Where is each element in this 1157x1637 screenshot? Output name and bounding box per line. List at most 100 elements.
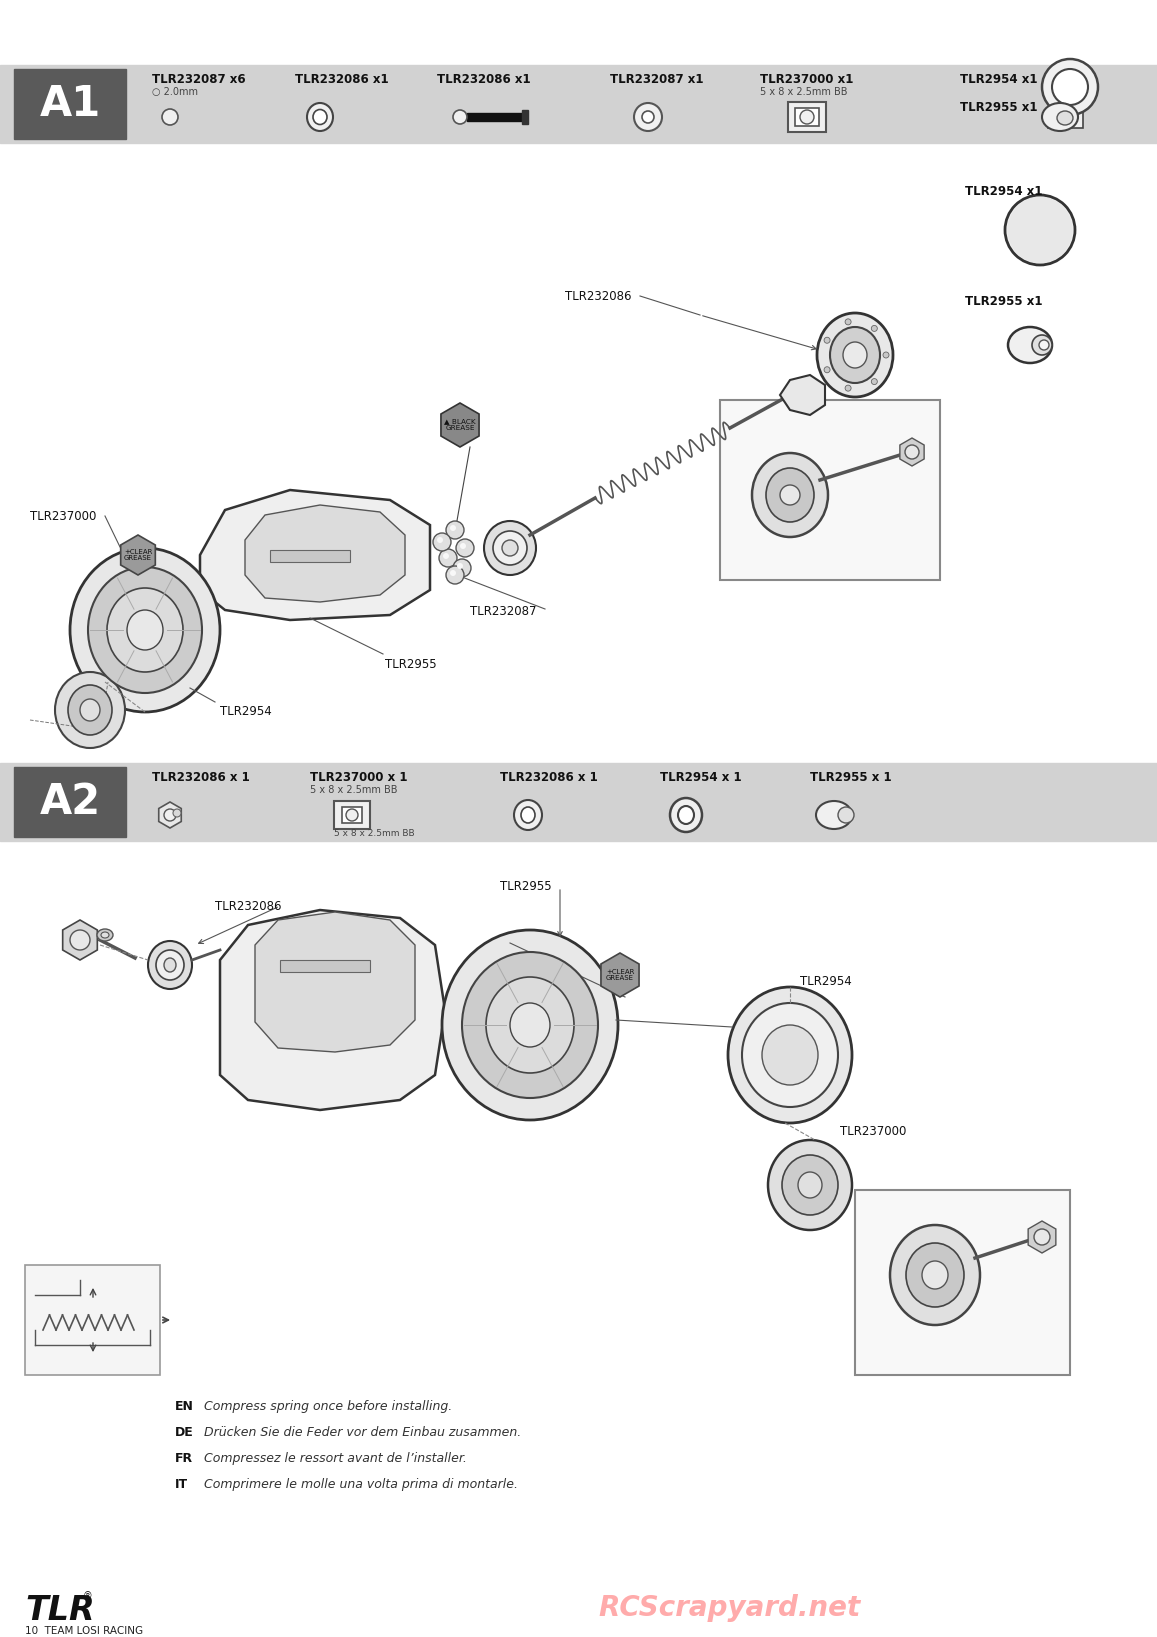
Polygon shape — [600, 953, 639, 997]
Bar — [14, 768, 126, 837]
Circle shape — [845, 385, 852, 391]
Ellipse shape — [752, 453, 828, 537]
Ellipse shape — [1018, 208, 1062, 252]
Text: TLR2954: TLR2954 — [220, 706, 272, 719]
Circle shape — [883, 352, 889, 359]
Circle shape — [845, 319, 852, 324]
Ellipse shape — [101, 931, 109, 938]
Text: Compressez le ressort avant de l’installer.: Compressez le ressort avant de l’install… — [204, 1452, 467, 1465]
Ellipse shape — [1008, 196, 1073, 264]
Ellipse shape — [1039, 340, 1049, 350]
Bar — [1048, 111, 1083, 128]
Ellipse shape — [156, 949, 184, 981]
Ellipse shape — [782, 1156, 838, 1215]
Ellipse shape — [1057, 111, 1073, 124]
Text: IT: IT — [175, 1478, 189, 1491]
Circle shape — [871, 378, 877, 385]
Ellipse shape — [634, 103, 662, 131]
Ellipse shape — [307, 103, 333, 131]
Ellipse shape — [1005, 195, 1075, 265]
Text: TLR2954: TLR2954 — [799, 976, 852, 989]
Ellipse shape — [742, 1003, 838, 1107]
Ellipse shape — [890, 1224, 980, 1324]
Text: DE: DE — [175, 1426, 193, 1439]
Ellipse shape — [678, 805, 694, 823]
Text: 5 x 8 x 2.5mm BB: 5 x 8 x 2.5mm BB — [334, 828, 414, 838]
Text: RCScrapyard.net: RCScrapyard.net — [599, 1594, 861, 1622]
Text: TLR232087 x1: TLR232087 x1 — [610, 74, 703, 87]
Bar — [270, 550, 351, 561]
Text: TLR237000: TLR237000 — [840, 1125, 906, 1138]
Ellipse shape — [164, 958, 176, 972]
Ellipse shape — [68, 684, 112, 735]
Text: +CLEAR
GREASE: +CLEAR GREASE — [606, 969, 634, 982]
Text: Comprimere le molle una volta prima di montarle.: Comprimere le molle una volta prima di m… — [204, 1478, 518, 1491]
Ellipse shape — [486, 977, 574, 1072]
Ellipse shape — [1034, 1229, 1051, 1246]
Text: TLR2955 x1: TLR2955 x1 — [965, 295, 1042, 308]
Text: TLR232087 x6: TLR232087 x6 — [152, 74, 245, 87]
Polygon shape — [120, 535, 155, 575]
Ellipse shape — [521, 807, 535, 823]
Circle shape — [162, 110, 178, 124]
Text: TLR237000 x 1: TLR237000 x 1 — [310, 771, 407, 784]
Ellipse shape — [97, 930, 113, 941]
Circle shape — [871, 326, 877, 331]
Circle shape — [824, 367, 830, 373]
Ellipse shape — [502, 540, 518, 557]
Ellipse shape — [670, 797, 702, 832]
Ellipse shape — [830, 327, 880, 383]
Ellipse shape — [106, 588, 183, 673]
Ellipse shape — [514, 800, 541, 830]
Ellipse shape — [1042, 59, 1098, 115]
Bar — [0, 763, 1157, 841]
Text: TLR232086: TLR232086 — [215, 900, 281, 913]
Ellipse shape — [450, 525, 456, 530]
Text: TLR232086 x 1: TLR232086 x 1 — [152, 771, 250, 784]
Circle shape — [454, 110, 467, 124]
Text: 5 x 8 x 2.5mm BB: 5 x 8 x 2.5mm BB — [760, 87, 847, 97]
Polygon shape — [780, 375, 825, 416]
Text: 5 x 8 x 2.5mm BB: 5 x 8 x 2.5mm BB — [310, 786, 398, 796]
Bar — [280, 959, 370, 972]
Bar — [342, 807, 362, 823]
Text: TLR237000 x1: TLR237000 x1 — [760, 74, 854, 87]
Text: TLR232086: TLR232086 — [565, 290, 632, 303]
Bar — [795, 108, 819, 126]
Text: FR: FR — [175, 1452, 193, 1465]
Bar — [855, 1190, 1070, 1375]
Ellipse shape — [799, 110, 815, 124]
Text: TLR2954 x1: TLR2954 x1 — [960, 74, 1038, 87]
Ellipse shape — [450, 570, 456, 576]
Ellipse shape — [442, 930, 618, 1120]
Polygon shape — [255, 912, 415, 1053]
Ellipse shape — [798, 1172, 821, 1198]
Polygon shape — [900, 439, 924, 467]
Text: A2: A2 — [39, 781, 101, 823]
Text: TLR2955 x1: TLR2955 x1 — [960, 101, 1038, 115]
Ellipse shape — [493, 530, 526, 565]
Polygon shape — [441, 403, 479, 447]
Text: TLR232086 x1: TLR232086 x1 — [295, 74, 389, 87]
Ellipse shape — [922, 1260, 948, 1288]
Bar — [720, 399, 939, 579]
Text: Drücken Sie die Feder vor dem Einbau zusammen.: Drücken Sie die Feder vor dem Einbau zus… — [204, 1426, 522, 1439]
Ellipse shape — [460, 543, 466, 548]
Ellipse shape — [1052, 69, 1088, 105]
Text: TLR2955: TLR2955 — [385, 658, 436, 671]
Polygon shape — [159, 802, 182, 828]
Text: TLR232086 x 1: TLR232086 x 1 — [500, 771, 598, 784]
Ellipse shape — [127, 611, 163, 650]
Polygon shape — [245, 504, 405, 602]
Ellipse shape — [437, 537, 443, 543]
Ellipse shape — [1011, 196, 1069, 264]
Ellipse shape — [817, 313, 893, 398]
Bar — [467, 113, 522, 121]
Ellipse shape — [906, 1242, 964, 1306]
Ellipse shape — [1016, 196, 1064, 264]
Circle shape — [445, 566, 464, 584]
Ellipse shape — [905, 445, 919, 458]
Ellipse shape — [71, 548, 220, 712]
Ellipse shape — [1042, 103, 1078, 131]
Text: TLR2955 x 1: TLR2955 x 1 — [810, 771, 892, 784]
